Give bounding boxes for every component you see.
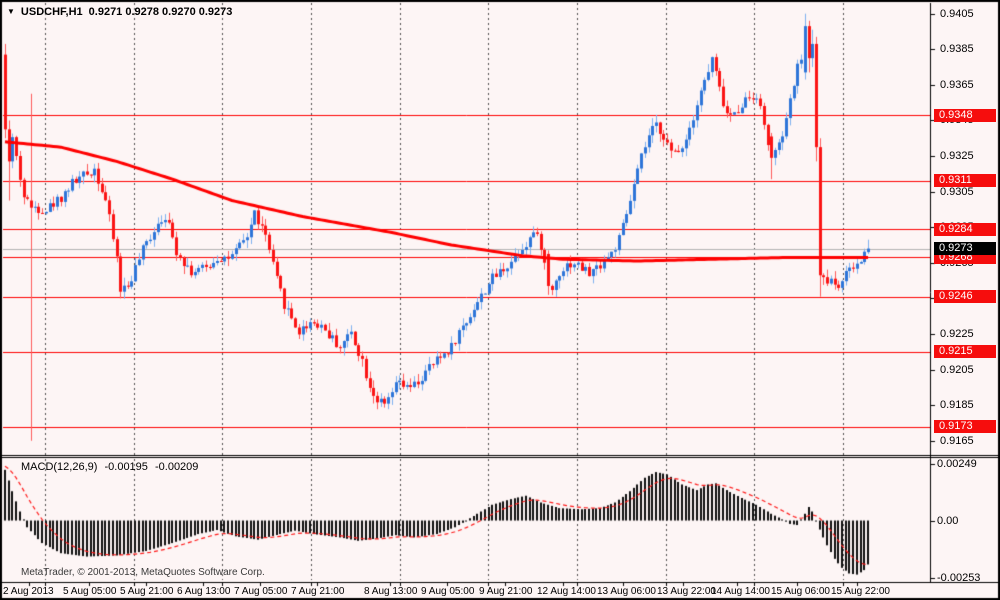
price-tick-label: 0.9205 (940, 363, 974, 376)
time-axis-label[interactable]: 15 Aug 06:00 (771, 586, 830, 597)
time-axis-label[interactable]: 13 Aug 06:00 (597, 586, 656, 597)
time-axis-label[interactable]: 8 Aug 13:00 (364, 586, 418, 597)
macd-name: MACD(12,26,9) (21, 461, 98, 473)
sr-price-tag: 0.9246 (934, 290, 996, 304)
price-tick-label: 0.9325 (940, 150, 974, 163)
chart-title: ▼ USDCHF,H1 0.9271 0.9278 0.9270 0.9273 (7, 6, 232, 18)
copyright-text: MetaTrader, © 2001-2013, MetaQuotes Soft… (21, 567, 265, 578)
price-tick-label: 0.9225 (940, 327, 974, 340)
time-axis-label[interactable]: 13 Aug 22:00 (657, 586, 716, 597)
sr-price-tag: 0.9311 (934, 174, 996, 188)
sr-price-tag: 0.9284 (934, 222, 996, 236)
time-axis-label[interactable]: 15 Aug 22:00 (831, 586, 890, 597)
price-tick-label: 0.9405 (940, 7, 974, 20)
current-price-tag: 0.9273 (934, 242, 996, 256)
time-axis-label[interactable]: 7 Aug 21:00 (291, 586, 345, 597)
time-axis-label[interactable]: 6 Aug 13:00 (177, 586, 231, 597)
macd-value: -0.00195 (104, 461, 148, 473)
time-axis-label[interactable]: 14 Aug 14:00 (711, 586, 770, 597)
time-axis-label[interactable]: 5 Aug 21:00 (120, 586, 174, 597)
time-axis-label[interactable]: 5 Aug 05:00 (63, 586, 117, 597)
macd-indicator-label: MACD(12,26,9) -0.00195 -0.00209 (21, 461, 202, 473)
time-axis-label[interactable]: 7 Aug 05:00 (234, 586, 288, 597)
time-axis-label[interactable]: 2 Aug 2013 (3, 586, 54, 597)
sr-price-tag: 0.9348 (934, 108, 996, 122)
macd-axis-label: -0.00253 (937, 571, 981, 584)
time-axis-label[interactable]: 12 Aug 14:00 (537, 586, 596, 597)
macd-axis-label: 0.00 (937, 514, 959, 527)
time-axis-label[interactable]: 9 Aug 05:00 (421, 586, 475, 597)
price-tick-label: 0.9185 (940, 399, 974, 412)
price-tick-label: 0.9305 (940, 185, 974, 198)
time-axis-label[interactable]: 9 Aug 21:00 (479, 586, 533, 597)
collapse-arrow-icon[interactable]: ▼ (7, 7, 15, 16)
macd-signal-value: -0.00209 (154, 461, 199, 473)
ohlc-values-label: 0.9271 0.9278 0.9270 0.9273 (88, 6, 233, 18)
sr-price-tag: 0.9173 (934, 420, 996, 434)
macd-axis-label: 0.00249 (937, 458, 977, 471)
price-tick-label: 0.9165 (940, 434, 974, 447)
symbol-period-label: USDCHF,H1 (20, 6, 83, 18)
sr-price-tag: 0.9215 (934, 345, 996, 359)
price-tick-label: 0.9365 (940, 78, 974, 91)
price-tick-label: 0.9385 (940, 43, 974, 56)
